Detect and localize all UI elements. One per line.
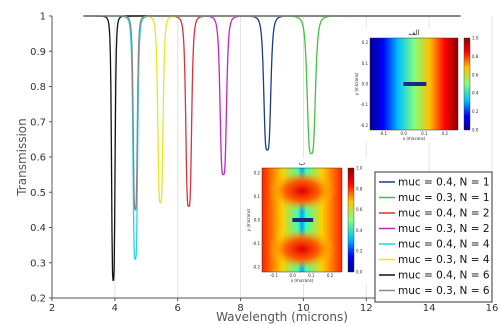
legend-label: muc = 0.4, N = 4 bbox=[398, 239, 490, 251]
colorbar-tick-label: 0.6 bbox=[356, 207, 363, 212]
inset-x-label: x (microns) bbox=[291, 278, 314, 283]
inset-x-tick-label: 0.2 bbox=[327, 273, 334, 278]
colorbar-tick-label: 0.4 bbox=[472, 91, 479, 96]
inset-y-tick-label: -0.1 bbox=[360, 102, 368, 107]
inset-y-tick-label: 0.0 bbox=[254, 218, 261, 223]
inset-x-tick-label: 0.0 bbox=[289, 273, 296, 278]
inset-title: الف bbox=[408, 29, 419, 37]
legend-label: muc = 0.3, N = 2 bbox=[398, 223, 490, 235]
series-line-8 bbox=[83, 15, 461, 211]
legend-box bbox=[374, 171, 493, 303]
x-tick-label: 2 bbox=[49, 303, 55, 314]
inset-x-tick-label: 0.0 bbox=[401, 131, 408, 136]
colorbar-tick-label: 0.4 bbox=[356, 228, 363, 233]
inset-frame bbox=[261, 167, 343, 273]
inset-y-tick-label: -0.2 bbox=[360, 123, 368, 128]
inset-x-tick-label: -0.1 bbox=[270, 273, 278, 278]
legend-label: muc = 0.4, N = 1 bbox=[398, 177, 490, 189]
inset-y-tick-label: 0.0 bbox=[362, 82, 369, 87]
colorbar-tick-label: 1.0 bbox=[472, 36, 479, 41]
inset-y-tick-label: 0.1 bbox=[254, 194, 261, 199]
y-tick-label: 0.7 bbox=[30, 117, 46, 128]
inset-x-tick-label: -0.1 bbox=[379, 131, 387, 136]
waveguide-bar bbox=[292, 218, 314, 222]
x-tick-label: 10 bbox=[297, 303, 310, 314]
y-tick-label: 0.4 bbox=[30, 223, 46, 234]
x-tick-label: 14 bbox=[423, 303, 436, 314]
field-inset-2: ب 1.0 0.8 0.6 0.4 0.2 0.0 -0.1 0.0 0.1 0.2 0.2 0.1 0.… bbox=[244, 158, 368, 284]
legend-label: muc = 0.3, N = 6 bbox=[398, 285, 490, 297]
inset-x-tick-label: 0.2 bbox=[442, 131, 449, 136]
x-tick-label: 4 bbox=[112, 303, 118, 314]
inset-x-label: x (microns) bbox=[403, 136, 426, 141]
field-lobe bbox=[268, 228, 336, 270]
y-tick-label: 0.8 bbox=[30, 82, 46, 93]
legend-label: muc = 0.3, N = 1 bbox=[398, 192, 490, 204]
x-tick-label: 6 bbox=[175, 303, 181, 314]
legend-label: muc = 0.3, N = 4 bbox=[398, 254, 490, 266]
inset-y-label: y (microns) bbox=[246, 208, 251, 231]
inset-y-tick-label: -0.1 bbox=[252, 241, 260, 246]
x-tick-label: 8 bbox=[237, 303, 243, 314]
colorbar-tick-label: 0.2 bbox=[472, 109, 479, 114]
y-tick-label: 0.6 bbox=[30, 153, 46, 164]
y-tick-label: 1 bbox=[40, 12, 46, 23]
colorbar bbox=[463, 37, 471, 131]
colorbar-tick-label: 0.0 bbox=[356, 270, 363, 275]
y-tick-label: 0.3 bbox=[30, 258, 46, 269]
colorbar-tick-label: 0.8 bbox=[472, 54, 479, 59]
y-tick-label: 0.5 bbox=[30, 188, 46, 199]
inset-y-tick-label: 0.2 bbox=[362, 40, 369, 45]
colorbar-tick-label: 0.2 bbox=[356, 249, 363, 254]
y-axis-label: Transmission bbox=[15, 118, 29, 197]
y-tick-label: 0.2 bbox=[30, 294, 46, 305]
inset-y-tick-label: 0.1 bbox=[362, 61, 369, 66]
inset-x-tick-label: 0.1 bbox=[308, 273, 315, 278]
field-lobe bbox=[268, 170, 336, 212]
inset-frame bbox=[369, 37, 459, 131]
inset-y-tick-label: -0.2 bbox=[252, 264, 260, 269]
colorbar-tick-label: 0.0 bbox=[472, 128, 479, 133]
inset-y-label: y (microns) bbox=[354, 72, 359, 95]
waveguide-bar bbox=[403, 82, 427, 86]
y-tick-label: 0.9 bbox=[30, 47, 46, 58]
inset-x-tick-label: 0.1 bbox=[421, 131, 428, 136]
colorbar bbox=[347, 167, 355, 273]
legend: muc = 0.4, N = 1 muc = 0.3, N = 1 muc = 0.… bbox=[374, 171, 493, 303]
x-axis-label: Wavelength (microns) bbox=[216, 310, 348, 324]
x-tick-label: 12 bbox=[360, 303, 373, 314]
colorbar-tick-label: 1.0 bbox=[356, 166, 363, 171]
inset-title: ب bbox=[299, 159, 306, 167]
inset-y-tick-label: 0.2 bbox=[254, 171, 261, 176]
colorbar-tick-label: 0.6 bbox=[472, 72, 479, 77]
legend-label: muc = 0.4, N = 2 bbox=[398, 208, 490, 220]
field-inset-1: الف 1.0 0.8 0.6 0.4 0.2 0.0 -0.1 0.0 0.1 0.2 0.2 0.1… bbox=[352, 28, 484, 142]
colorbar-tick-label: 0.8 bbox=[356, 186, 363, 191]
x-tick-label: 16 bbox=[486, 303, 499, 314]
legend-label: muc = 0.4, N = 6 bbox=[398, 270, 490, 282]
